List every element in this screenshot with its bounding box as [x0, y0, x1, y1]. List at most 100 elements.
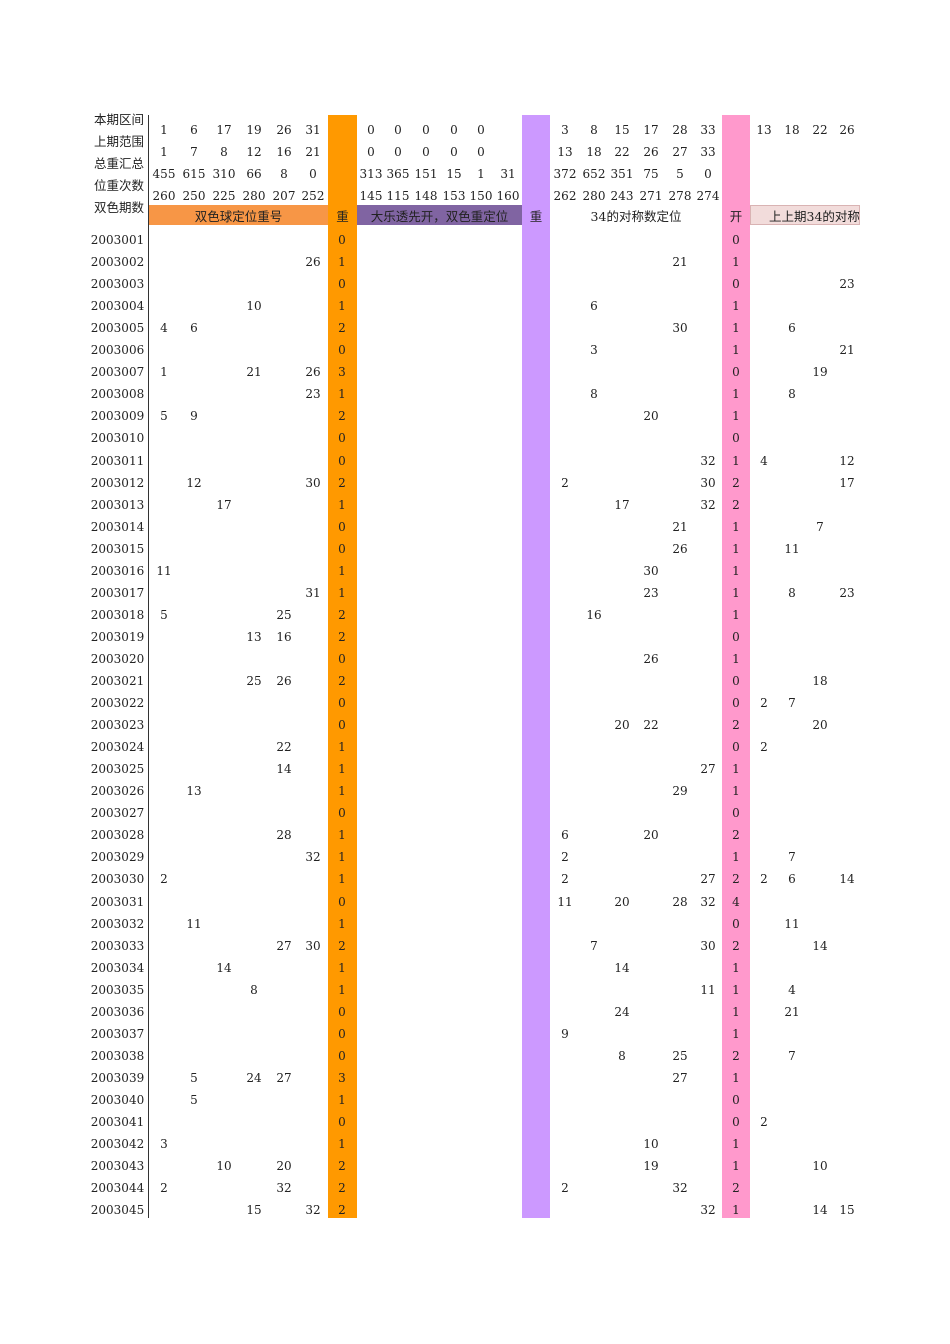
data-cell — [666, 980, 694, 1000]
data-cell — [551, 539, 579, 559]
data-cell — [150, 936, 178, 956]
data-cell — [750, 1134, 778, 1154]
data-cell — [210, 759, 238, 779]
data-cell — [357, 340, 385, 360]
data-cell — [357, 1200, 385, 1220]
data-cell — [357, 693, 385, 713]
data-cell — [551, 318, 579, 338]
data-cell — [467, 1090, 495, 1110]
data-cell — [299, 517, 327, 537]
data-cell — [806, 958, 834, 978]
data-cell — [210, 252, 238, 272]
data-cell: 0 — [338, 1026, 346, 1041]
data-cell — [608, 693, 636, 713]
data-cell: 2 — [338, 629, 346, 644]
data-cell — [580, 517, 608, 537]
data-cell — [608, 936, 636, 956]
data-cell: 19 — [643, 1159, 659, 1174]
data-cell — [440, 451, 468, 471]
data-cell — [608, 1090, 636, 1110]
data-cell: 13 — [186, 784, 202, 799]
data-cell — [412, 627, 440, 647]
data-cell: 6 — [190, 321, 198, 336]
data-cell — [666, 274, 694, 294]
row-date: 2003025 — [90, 762, 145, 777]
data-cell — [637, 1112, 665, 1132]
data-cell — [494, 759, 522, 779]
summary-cell: 8 — [590, 123, 598, 137]
data-cell — [440, 649, 468, 669]
data-cell — [384, 517, 412, 537]
data-cell: 2 — [338, 321, 346, 336]
data-cell — [150, 1068, 178, 1088]
data-cell — [833, 1178, 861, 1198]
data-cell — [180, 1046, 208, 1066]
data-cell: 6 — [788, 321, 796, 336]
data-cell — [210, 715, 238, 735]
summary-cell: 243 — [610, 189, 634, 203]
data-cell — [608, 1178, 636, 1198]
row-date: 2003029 — [90, 850, 145, 865]
data-cell — [180, 649, 208, 669]
data-cell — [270, 892, 298, 912]
data-cell — [806, 296, 834, 316]
data-cell — [522, 384, 550, 404]
data-cell — [440, 825, 468, 845]
row-date: 2003001 — [90, 233, 145, 247]
summary-cell: 1 — [160, 123, 168, 137]
data-cell — [778, 1156, 806, 1176]
data-cell — [494, 649, 522, 669]
data-cell — [180, 671, 208, 691]
data-cell — [299, 406, 327, 426]
data-cell: 5 — [160, 607, 168, 622]
data-cell — [299, 296, 327, 316]
data-cell — [833, 1002, 861, 1022]
data-cell: 4 — [160, 321, 168, 336]
data-cell — [694, 296, 722, 316]
data-cell: 1 — [338, 387, 346, 402]
summary-cell: 0 — [704, 167, 712, 181]
summary-cell — [328, 164, 356, 184]
data-cell: 0 — [338, 233, 346, 247]
data-cell: 1 — [338, 762, 346, 777]
data-cell — [180, 1134, 208, 1154]
data-cell — [357, 406, 385, 426]
row-date: 2003031 — [90, 894, 145, 909]
data-cell — [210, 561, 238, 581]
data-cell — [637, 781, 665, 801]
summary-cell: 207 — [272, 189, 296, 203]
data-cell — [494, 318, 522, 338]
data-cell — [750, 495, 778, 515]
data-cell — [412, 1046, 440, 1066]
row-date: 2003002 — [90, 255, 145, 270]
data-cell — [806, 1002, 834, 1022]
data-cell: 20 — [643, 828, 659, 843]
data-cell — [150, 825, 178, 845]
data-cell — [299, 1090, 327, 1110]
data-cell — [551, 340, 579, 360]
data-cell — [440, 737, 468, 757]
data-cell — [806, 451, 834, 471]
data-cell — [412, 693, 440, 713]
data-cell — [440, 958, 468, 978]
summary-cell: 0 — [422, 123, 430, 137]
data-cell — [467, 1002, 495, 1022]
data-cell — [467, 980, 495, 1000]
data-cell — [240, 869, 268, 889]
data-cell — [210, 605, 238, 625]
data-cell — [806, 539, 834, 559]
data-cell — [608, 671, 636, 691]
data-cell — [384, 737, 412, 757]
data-cell — [240, 495, 268, 515]
data-cell — [522, 605, 550, 625]
data-cell — [384, 384, 412, 404]
data-cell — [357, 759, 385, 779]
summary-cell: 13 — [756, 123, 772, 137]
data-cell — [637, 230, 665, 250]
data-cell — [270, 1112, 298, 1132]
data-cell — [750, 1002, 778, 1022]
data-cell — [270, 230, 298, 250]
summary-cell: 21 — [305, 145, 321, 159]
summary-cell: 28 — [672, 123, 688, 137]
data-cell — [467, 274, 495, 294]
